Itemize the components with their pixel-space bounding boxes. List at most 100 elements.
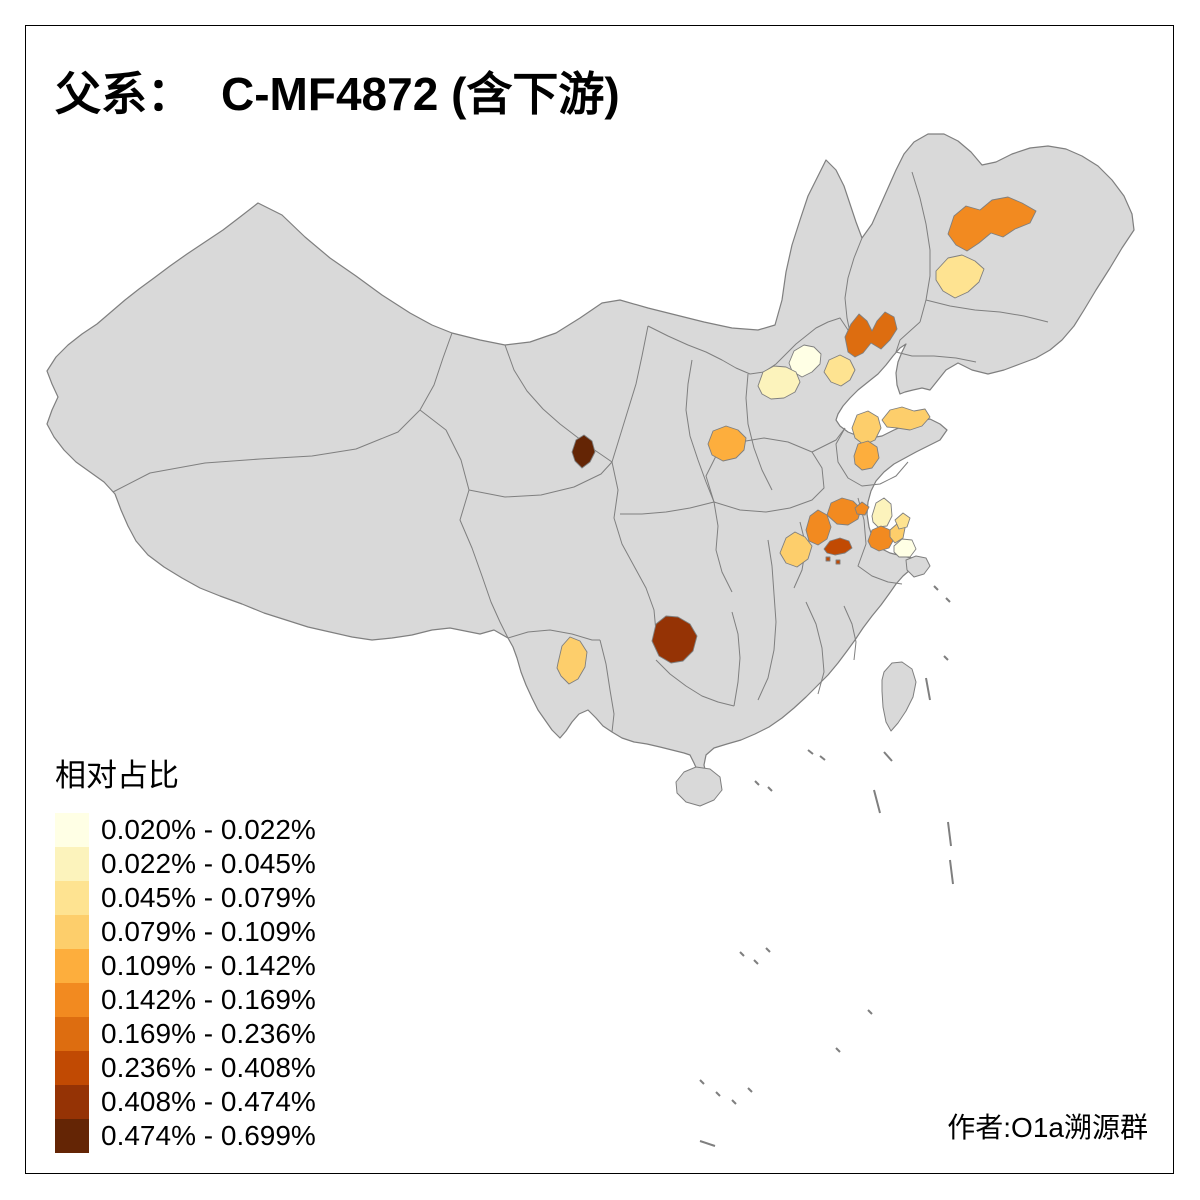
- province-border-28: [599, 639, 615, 733]
- legend-swatch-3: [55, 881, 89, 915]
- map-region-guizhou-central: [651, 615, 698, 664]
- province-border-25: [843, 605, 857, 661]
- province-border-2: [419, 332, 453, 411]
- province-border-8: [647, 317, 853, 375]
- islet-mark-13: [739, 951, 745, 957]
- legend-item-9: 0.408% - 0.474%: [55, 1085, 316, 1119]
- map-region-jiangsu-east: [894, 512, 911, 530]
- legend-label-10: 0.474% - 0.699%: [101, 1120, 316, 1151]
- province-border-5: [468, 461, 613, 498]
- legend-label-4: 0.079% - 0.109%: [101, 916, 316, 947]
- map-region-jiangsu-north: [871, 497, 893, 528]
- legend-label-2: 0.022% - 0.045%: [101, 848, 316, 879]
- legend-swatch-8: [55, 1051, 89, 1085]
- legend-item-6: 0.142% - 0.169%: [55, 983, 316, 1017]
- map-region-anhui-northwest: [805, 509, 832, 546]
- legend-title: 相对占比: [55, 758, 179, 793]
- province-border-11: [713, 451, 825, 513]
- islet-mark-6: [807, 749, 814, 755]
- map-region-shandong-peninsula: [881, 406, 931, 431]
- plot-frame-border: [25, 25, 1174, 1174]
- province-border-7: [611, 325, 649, 463]
- map-region-henan-west: [707, 425, 747, 462]
- title-haplogroup: C-MF4872 (含下游): [221, 68, 620, 120]
- legend-item-4: 0.079% - 0.109%: [55, 915, 316, 949]
- map-region-heilongjiang-south: [935, 254, 985, 299]
- map-region-liaoning-west: [844, 311, 898, 358]
- legend-swatch-9: [55, 1085, 89, 1119]
- islet-mark-19: [747, 1087, 753, 1093]
- islet-mark-8: [754, 780, 760, 786]
- map-region-shandong-north: [851, 410, 882, 446]
- map-region-hebei-northeast: [823, 354, 856, 387]
- map-region-anhui-central: [823, 537, 853, 556]
- islet-mark-11: [947, 821, 952, 847]
- legend-item-3: 0.045% - 0.079%: [55, 881, 316, 915]
- map-region-anhui-northeast: [854, 501, 870, 516]
- province-border-18: [844, 237, 863, 343]
- map-region-anhui-central-islet-1: [825, 556, 831, 562]
- islet-mark-17: [715, 1091, 721, 1097]
- province-border-17: [895, 321, 977, 363]
- province-border-1: [112, 409, 421, 493]
- province-border-14: [811, 427, 846, 453]
- province-border-10: [745, 373, 773, 491]
- map-region-shandong-south: [853, 440, 880, 471]
- islet-mark-12: [949, 859, 954, 885]
- province-border-26: [805, 601, 825, 695]
- legend-label-9: 0.408% - 0.474%: [101, 1086, 316, 1117]
- author-credit: 作者:O1a溯源群: [947, 1112, 1148, 1143]
- islet-mark-14: [753, 959, 759, 965]
- province-border-22: [757, 539, 777, 701]
- legend-item-10: 0.474% - 0.699%: [55, 1119, 316, 1153]
- legend-swatch-1: [55, 813, 89, 847]
- legend-item-2: 0.022% - 0.045%: [55, 847, 316, 881]
- legend-item-5: 0.109% - 0.142%: [55, 949, 316, 983]
- legend-item-8: 0.236% - 0.408%: [55, 1051, 316, 1085]
- legend-swatch-7: [55, 1017, 89, 1051]
- legend-swatch-2: [55, 847, 89, 881]
- legend-label-8: 0.236% - 0.408%: [101, 1052, 316, 1083]
- islet-mark-7: [819, 755, 826, 761]
- map-region-anhui-southwest: [779, 531, 813, 568]
- islet-mark-21: [835, 1047, 841, 1053]
- legend-swatch-6: [55, 983, 89, 1017]
- province-border-3: [419, 409, 470, 491]
- province-border-30: [507, 629, 600, 641]
- islet-mark-3: [925, 677, 931, 701]
- legend-item-7: 0.169% - 0.236%: [55, 1017, 316, 1051]
- province-border-20: [620, 501, 715, 515]
- province-border-9: [685, 359, 715, 503]
- province-border-16: [925, 299, 1049, 323]
- legend-swatch-5: [55, 949, 89, 983]
- province-border-19: [611, 461, 657, 633]
- islet-mark-5: [883, 751, 893, 762]
- province-border-4: [459, 489, 509, 639]
- islet-mark-10: [873, 789, 881, 814]
- legend-label-1: 0.020% - 0.022%: [101, 814, 316, 845]
- legend-label-6: 0.142% - 0.169%: [101, 984, 316, 1015]
- map-region-hebei-central: [757, 365, 801, 400]
- legend-label-5: 0.109% - 0.142%: [101, 950, 316, 981]
- legend-label-3: 0.045% - 0.079%: [101, 882, 316, 913]
- islet-mark-1: [933, 585, 939, 591]
- province-border-24: [857, 497, 903, 585]
- figure-title: 父系： C-MF4872 (含下游): [55, 58, 620, 124]
- legend: 相对占比 0.020% - 0.022% 0.022% - 0.045% 0.045…: [55, 750, 316, 1153]
- map-region-anhui-central-islet-2: [835, 559, 841, 565]
- islet-mark-9: [767, 786, 773, 792]
- title-label: 父系：: [55, 69, 193, 120]
- legend-item-1: 0.020% - 0.022%: [55, 813, 316, 847]
- islet-mark-18: [731, 1099, 737, 1105]
- islet-mark-20: [699, 1140, 716, 1147]
- map-region-heilongjiang-west: [947, 196, 1037, 252]
- province-border-21: [713, 501, 733, 593]
- map-region-yunnan-central: [556, 636, 588, 685]
- islet-mark-22: [867, 1009, 873, 1015]
- province-border-27: [731, 611, 741, 707]
- province-border-29: [655, 659, 735, 707]
- legend-items: 0.020% - 0.022% 0.022% - 0.045% 0.045% - 0…: [55, 813, 316, 1153]
- legend-label-7: 0.169% - 0.236%: [101, 1018, 316, 1049]
